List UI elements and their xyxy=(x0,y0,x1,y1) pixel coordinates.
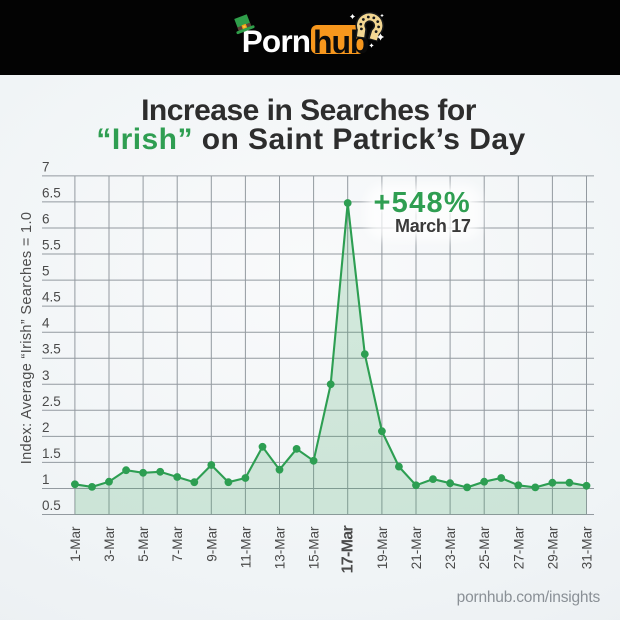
svg-text:7: 7 xyxy=(42,159,50,174)
svg-text:2: 2 xyxy=(42,420,50,435)
svg-text:2.5: 2.5 xyxy=(42,394,61,409)
svg-text:4.5: 4.5 xyxy=(42,290,61,305)
svg-text:Index: Average “Irish” Searche: Index: Average “Irish” Searches = 1.0 xyxy=(19,212,35,464)
svg-text:0.5: 0.5 xyxy=(42,498,61,513)
svg-text:1.5: 1.5 xyxy=(42,446,61,461)
svg-text:25-Mar: 25-Mar xyxy=(477,526,492,569)
svg-text:17-Mar: 17-Mar xyxy=(340,526,357,574)
svg-text:21-Mar: 21-Mar xyxy=(409,526,424,569)
svg-text:29-Mar: 29-Mar xyxy=(545,526,560,569)
svg-text:15-Mar: 15-Mar xyxy=(307,526,322,569)
svg-text:27-Mar: 27-Mar xyxy=(511,526,526,569)
svg-text:3: 3 xyxy=(42,368,50,383)
svg-text:1-Mar: 1-Mar xyxy=(68,526,83,562)
svg-text:23-Mar: 23-Mar xyxy=(443,526,458,569)
svg-text:6: 6 xyxy=(42,212,50,227)
svg-text:5.5: 5.5 xyxy=(42,238,61,253)
svg-text:5-Mar: 5-Mar xyxy=(136,526,151,562)
svg-text:19-Mar: 19-Mar xyxy=(375,526,390,569)
svg-text:3-Mar: 3-Mar xyxy=(102,526,117,562)
svg-text:13-Mar: 13-Mar xyxy=(273,526,288,569)
svg-text:3.5: 3.5 xyxy=(42,342,61,357)
svg-text:11-Mar: 11-Mar xyxy=(238,526,253,568)
svg-text:4: 4 xyxy=(42,316,50,331)
svg-text:7-Mar: 7-Mar xyxy=(170,526,185,562)
svg-text:6.5: 6.5 xyxy=(42,185,61,200)
svg-text:1: 1 xyxy=(42,472,50,487)
svg-text:9-Mar: 9-Mar xyxy=(204,526,219,562)
svg-text:31-Mar: 31-Mar xyxy=(580,526,595,569)
svg-text:5: 5 xyxy=(42,264,50,279)
